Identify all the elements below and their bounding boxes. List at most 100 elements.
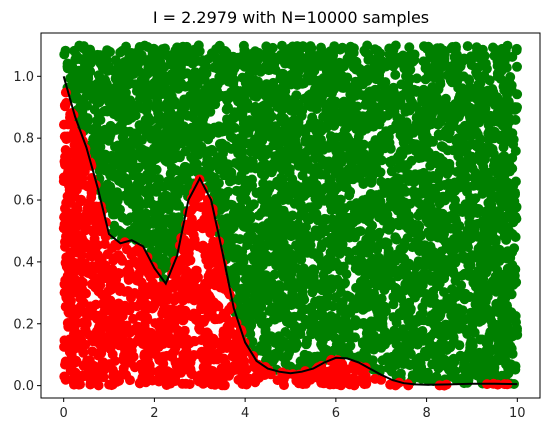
scatter-point <box>223 229 234 240</box>
scatter-point <box>266 302 277 313</box>
scatter-point <box>114 340 125 351</box>
scatter-point <box>476 315 487 326</box>
scatter-point <box>289 132 300 143</box>
scatter-point <box>327 86 338 97</box>
scatter-point <box>486 261 497 272</box>
scatter-point <box>502 89 512 100</box>
scatter-point <box>69 45 80 56</box>
scatter-point <box>321 294 332 305</box>
scatter-point <box>417 308 428 319</box>
scatter-point <box>326 205 337 216</box>
scatter-point <box>464 218 475 229</box>
scatter-point <box>198 102 209 113</box>
scatter-point <box>148 233 159 244</box>
scatter-point <box>350 315 361 326</box>
scatter-point <box>235 87 246 98</box>
scatter-point <box>452 166 463 177</box>
scatter-point <box>386 98 397 109</box>
scatter-point <box>249 275 260 286</box>
scatter-point <box>405 305 416 316</box>
scatter-point <box>414 259 425 270</box>
scatter-point <box>488 116 499 127</box>
scatter-point <box>464 291 475 302</box>
scatter-point <box>80 59 90 70</box>
scatter-point <box>285 330 296 341</box>
scatter-point <box>404 42 415 53</box>
scatter-point <box>430 83 441 94</box>
scatter-point <box>315 323 326 333</box>
scatter-point <box>215 205 226 215</box>
scatter-point <box>476 180 487 191</box>
scatter-point <box>151 103 162 114</box>
scatter-point <box>260 326 271 337</box>
scatter-point <box>67 365 78 376</box>
scatter-point <box>277 105 288 116</box>
scatter-point <box>270 338 281 349</box>
scatter-point <box>244 156 255 167</box>
scatter-point <box>222 95 233 106</box>
scatter-point <box>367 140 378 151</box>
scatter-point <box>120 126 130 137</box>
scatter-point <box>231 185 242 196</box>
scatter-point <box>115 69 126 80</box>
scatter-point <box>300 127 311 138</box>
scatter-point <box>223 53 234 64</box>
scatter-point <box>331 313 342 324</box>
scatter-point <box>377 57 388 68</box>
scatter-point <box>382 110 393 121</box>
scatter-point <box>93 95 103 106</box>
scatter-point <box>152 74 163 85</box>
scatter-point <box>251 188 262 198</box>
scatter-point <box>451 215 461 226</box>
scatter-point <box>189 104 200 115</box>
scatter-point <box>327 180 338 191</box>
scatter-point <box>466 200 477 211</box>
scatter-point <box>361 328 372 339</box>
scatter-point <box>411 73 422 84</box>
scatter-point <box>319 160 330 170</box>
scatter-point <box>422 43 432 54</box>
scatter-point <box>374 334 385 345</box>
scatter-point <box>395 57 406 68</box>
scatter-point <box>149 149 160 160</box>
scatter-point <box>391 249 402 260</box>
scatter-point <box>374 294 385 305</box>
scatter-point <box>280 304 290 315</box>
scatter-point <box>452 66 463 77</box>
scatter-point <box>224 176 235 187</box>
scatter-point <box>328 72 339 83</box>
scatter-point <box>216 217 227 228</box>
chart-title: I = 2.2979 with N=10000 samples <box>153 8 429 27</box>
scatter-point <box>256 301 267 312</box>
scatter-point <box>253 210 264 221</box>
scatter-point <box>352 145 363 156</box>
scatter-point <box>455 124 466 135</box>
scatter-point <box>197 66 208 77</box>
scatter-point <box>401 117 412 128</box>
scatter-point <box>291 77 302 88</box>
scatter-point <box>331 114 342 125</box>
scatter-point <box>342 176 353 187</box>
scatter-point <box>268 77 279 88</box>
scatter-point <box>496 211 506 222</box>
scatter-point <box>465 151 476 162</box>
scatter-point <box>458 204 469 215</box>
scatter-point <box>264 203 275 214</box>
scatter-point <box>451 289 462 300</box>
scatter-point <box>316 125 327 136</box>
scatter-point <box>330 277 341 287</box>
scatter-point <box>369 275 380 285</box>
scatter-point <box>446 43 457 54</box>
scatter-point <box>394 114 405 125</box>
scatter-point <box>250 107 261 118</box>
scatter-point <box>269 151 280 162</box>
scatter-point <box>105 181 116 192</box>
scatter-point <box>370 44 380 55</box>
scatter-point <box>465 351 476 362</box>
scatter-point <box>466 269 476 280</box>
scatter-point <box>307 112 318 123</box>
scatter-point <box>414 279 425 290</box>
scatter-point <box>277 266 287 277</box>
scatter-point <box>454 109 465 120</box>
scatter-point <box>413 372 424 383</box>
